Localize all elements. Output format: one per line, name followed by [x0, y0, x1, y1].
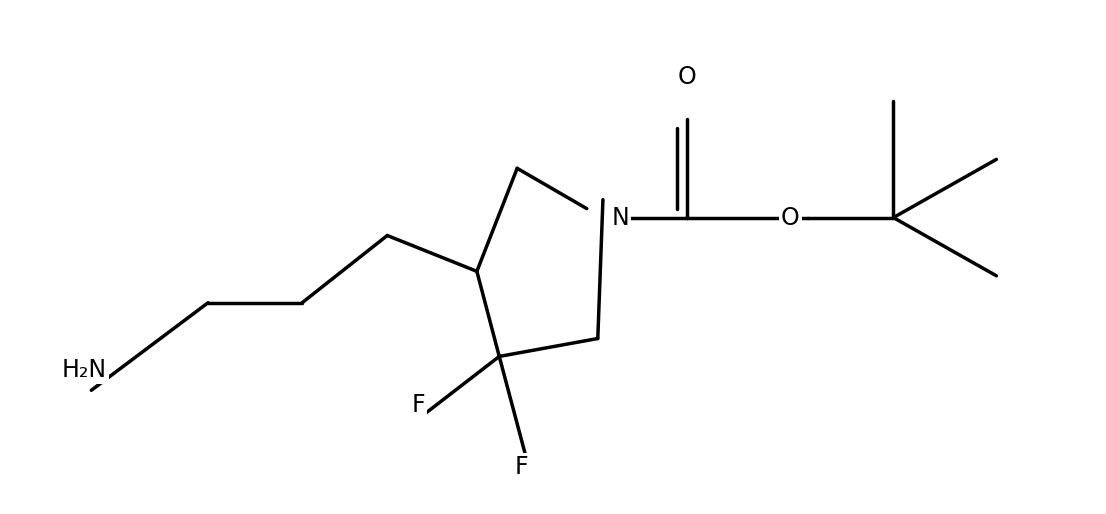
- Text: O: O: [781, 206, 800, 230]
- Text: F: F: [514, 455, 529, 479]
- Text: F: F: [411, 393, 425, 417]
- Text: N: N: [612, 206, 629, 230]
- Text: H₂N: H₂N: [62, 358, 107, 382]
- Text: O: O: [678, 65, 697, 89]
